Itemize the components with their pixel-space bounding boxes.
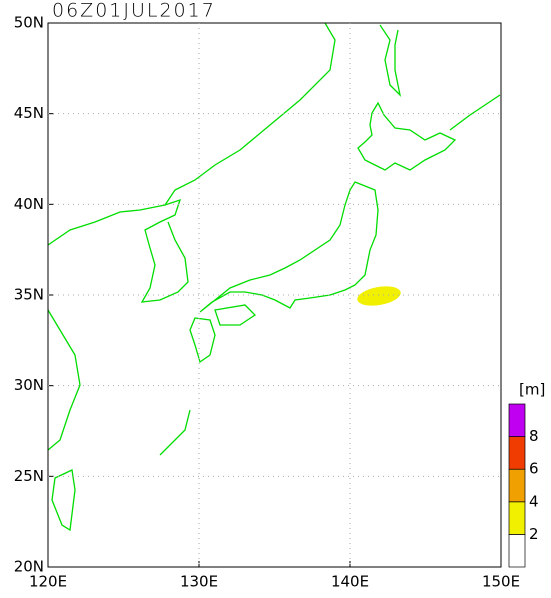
x-tick-label: 120E bbox=[29, 573, 67, 591]
colorbar-label: 6 bbox=[529, 460, 539, 478]
y-tick-label: 50N bbox=[14, 14, 44, 32]
y-tick-label: 20N bbox=[14, 558, 44, 576]
colorbar-segment bbox=[508, 534, 526, 568]
korea bbox=[140, 198, 189, 303]
kurils bbox=[449, 94, 501, 131]
wave-area bbox=[357, 286, 401, 306]
x-tick-label: 130E bbox=[180, 573, 218, 591]
colorbar-label: 4 bbox=[529, 492, 539, 510]
ryukyu bbox=[159, 409, 191, 456]
colorbar-label: 2 bbox=[529, 525, 539, 543]
shikoku bbox=[214, 304, 257, 326]
china-coast-north bbox=[47, 204, 166, 246]
taiwan bbox=[51, 469, 76, 532]
coastlines bbox=[47, 22, 501, 532]
sakhalin bbox=[379, 24, 402, 97]
colorbar-segment bbox=[508, 403, 526, 437]
honshu bbox=[199, 181, 379, 313]
colorbar-label: 8 bbox=[529, 427, 539, 445]
y-tick-label: 30N bbox=[14, 376, 44, 394]
china-coast-south bbox=[47, 309, 81, 451]
kyushu bbox=[189, 317, 216, 364]
colorbar-segment bbox=[508, 501, 526, 535]
colorbar-segment bbox=[508, 436, 526, 470]
y-tick-label: 35N bbox=[14, 286, 44, 304]
y-tick-label: 25N bbox=[14, 467, 44, 485]
continent-coast bbox=[164, 22, 336, 206]
x-tick-label: 150E bbox=[482, 573, 520, 591]
colorbar-segment bbox=[508, 468, 526, 503]
y-tick-label: 45N bbox=[14, 104, 44, 122]
y-tick-label: 40N bbox=[14, 195, 44, 213]
x-tick-label: 140E bbox=[331, 573, 369, 591]
map-title: 06Z01JUL2017 bbox=[52, 0, 216, 22]
colorbar-unit: [m] bbox=[519, 381, 545, 399]
hokkaido bbox=[357, 101, 457, 171]
